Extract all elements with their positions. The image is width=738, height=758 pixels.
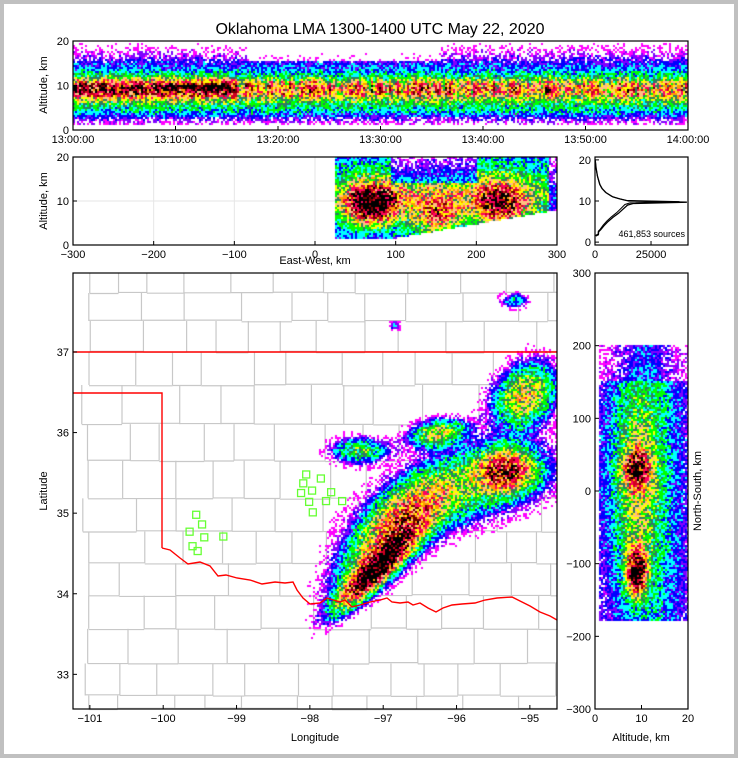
station-marker (193, 546, 202, 556)
red-river-border-line (161, 547, 558, 621)
x-tick-label: 13:30:00 (359, 134, 402, 146)
panhandle-border-line (73, 392, 163, 548)
y-tick-label: 37 (57, 347, 69, 359)
station-marker (296, 488, 306, 498)
x-tick-label: −98 (301, 713, 320, 725)
plan-view-map-frame (72, 272, 558, 710)
y-tick-label: 100 (573, 413, 591, 425)
oklahoma-state-border (73, 351, 558, 621)
x-tick-label: −97 (374, 713, 393, 725)
east-west-density (73, 157, 557, 245)
x-tick-label: −99 (227, 713, 246, 725)
x-tick-label: 13:00:00 (52, 134, 95, 146)
ns-xlabel: Altitude, km (612, 732, 669, 744)
x-tick-label: 0 (312, 249, 318, 261)
station-marker (307, 486, 317, 495)
station-marker (188, 542, 197, 551)
station-marker (185, 527, 194, 536)
x-tick-label: −96 (447, 713, 466, 725)
axes: 13:00:00 13:10:00 13:20:00 13:30:00 13:40:00… (52, 36, 710, 725)
y-tick-label: 34 (57, 589, 69, 601)
station-marker (192, 510, 201, 519)
time-height-density (73, 41, 688, 130)
ew-xlabel: East-West, km (279, 255, 350, 267)
x-tick-label: −200 (141, 249, 166, 261)
station-marker (308, 508, 317, 517)
y-tick-label: −300 (566, 704, 591, 716)
x-tick-label: 13:40:00 (462, 134, 505, 146)
y-tick-label: 10 (579, 196, 591, 208)
y-tick-label: −100 (566, 559, 591, 571)
map-xlabel: Longitude (291, 732, 339, 744)
station-marker (200, 533, 209, 542)
x-tick-label: 25000 (636, 249, 667, 261)
time-height-ylabel: Altitude, km (38, 56, 50, 113)
station-marker (337, 496, 347, 506)
source-count-label: 461,853 sources (618, 229, 685, 239)
y-tick-label: 20 (57, 36, 69, 48)
y-tick-label: 0 (63, 240, 69, 252)
station-marker (304, 497, 314, 507)
x-tick-label: 10 (635, 713, 647, 725)
y-tick-label: 33 (57, 669, 69, 681)
y-tick-label: 35 (57, 508, 69, 520)
y-tick-label: 36 (57, 428, 69, 440)
x-tick-label: 13:20:00 (257, 134, 300, 146)
x-tick-label: 0 (592, 249, 598, 261)
y-tick-label: 300 (573, 268, 591, 280)
y-tick-label: 0 (585, 237, 591, 249)
time-height-frame (72, 40, 689, 131)
altitude-histogram-line (594, 159, 687, 237)
x-tick-label: 300 (548, 249, 566, 261)
lma-figure: Oklahoma LMA 1300-1400 UTC May 22, 2020 … (4, 4, 734, 754)
station-marker (219, 532, 228, 541)
x-tick-label: 14:00:00 (667, 134, 710, 146)
x-tick-label: 100 (386, 249, 404, 261)
y-tick-label: 10 (57, 196, 69, 208)
altitude-histogram-line-secondary (594, 159, 680, 236)
y-tick-label: 200 (573, 341, 591, 353)
x-tick-label: 0 (592, 713, 598, 725)
y-tick-label: 10 (57, 81, 69, 93)
x-tick-label: −101 (77, 713, 102, 725)
y-tick-label: 0 (63, 125, 69, 137)
lma-stations (185, 470, 347, 556)
y-tick-label: 20 (57, 152, 69, 164)
y-tick-label: −200 (566, 631, 591, 643)
station-marker (316, 474, 326, 483)
north-south-density (595, 273, 688, 709)
east-west-altitude-frame (72, 156, 558, 246)
figure-overlay-layer: Oklahoma LMA 1300-1400 UTC May 22, 2020 … (38, 21, 710, 744)
x-tick-label: −100 (151, 713, 176, 725)
x-tick-label: −95 (521, 713, 540, 725)
x-tick-label: 20 (682, 713, 694, 725)
station-marker (321, 496, 331, 506)
y-tick-label: 20 (579, 155, 591, 167)
station-marker (299, 479, 308, 488)
x-tick-label: 13:10:00 (154, 134, 197, 146)
x-tick-label: −100 (222, 249, 247, 261)
station-marker (197, 520, 207, 529)
station-marker (326, 488, 336, 497)
station-marker (302, 470, 311, 479)
ew-ylabel: Altitude, km (38, 172, 50, 229)
x-tick-label: 13:50:00 (564, 134, 607, 146)
y-tick-label: 0 (585, 486, 591, 498)
map-ylabel: Latitude (38, 471, 50, 510)
north-south-altitude-frame (594, 272, 689, 710)
x-tick-label: 200 (467, 249, 485, 261)
ns-ylabel: North-South, km (692, 451, 704, 531)
figure-title: Oklahoma LMA 1300-1400 UTC May 22, 2020 (215, 21, 544, 38)
x-tick-label: −300 (61, 249, 86, 261)
